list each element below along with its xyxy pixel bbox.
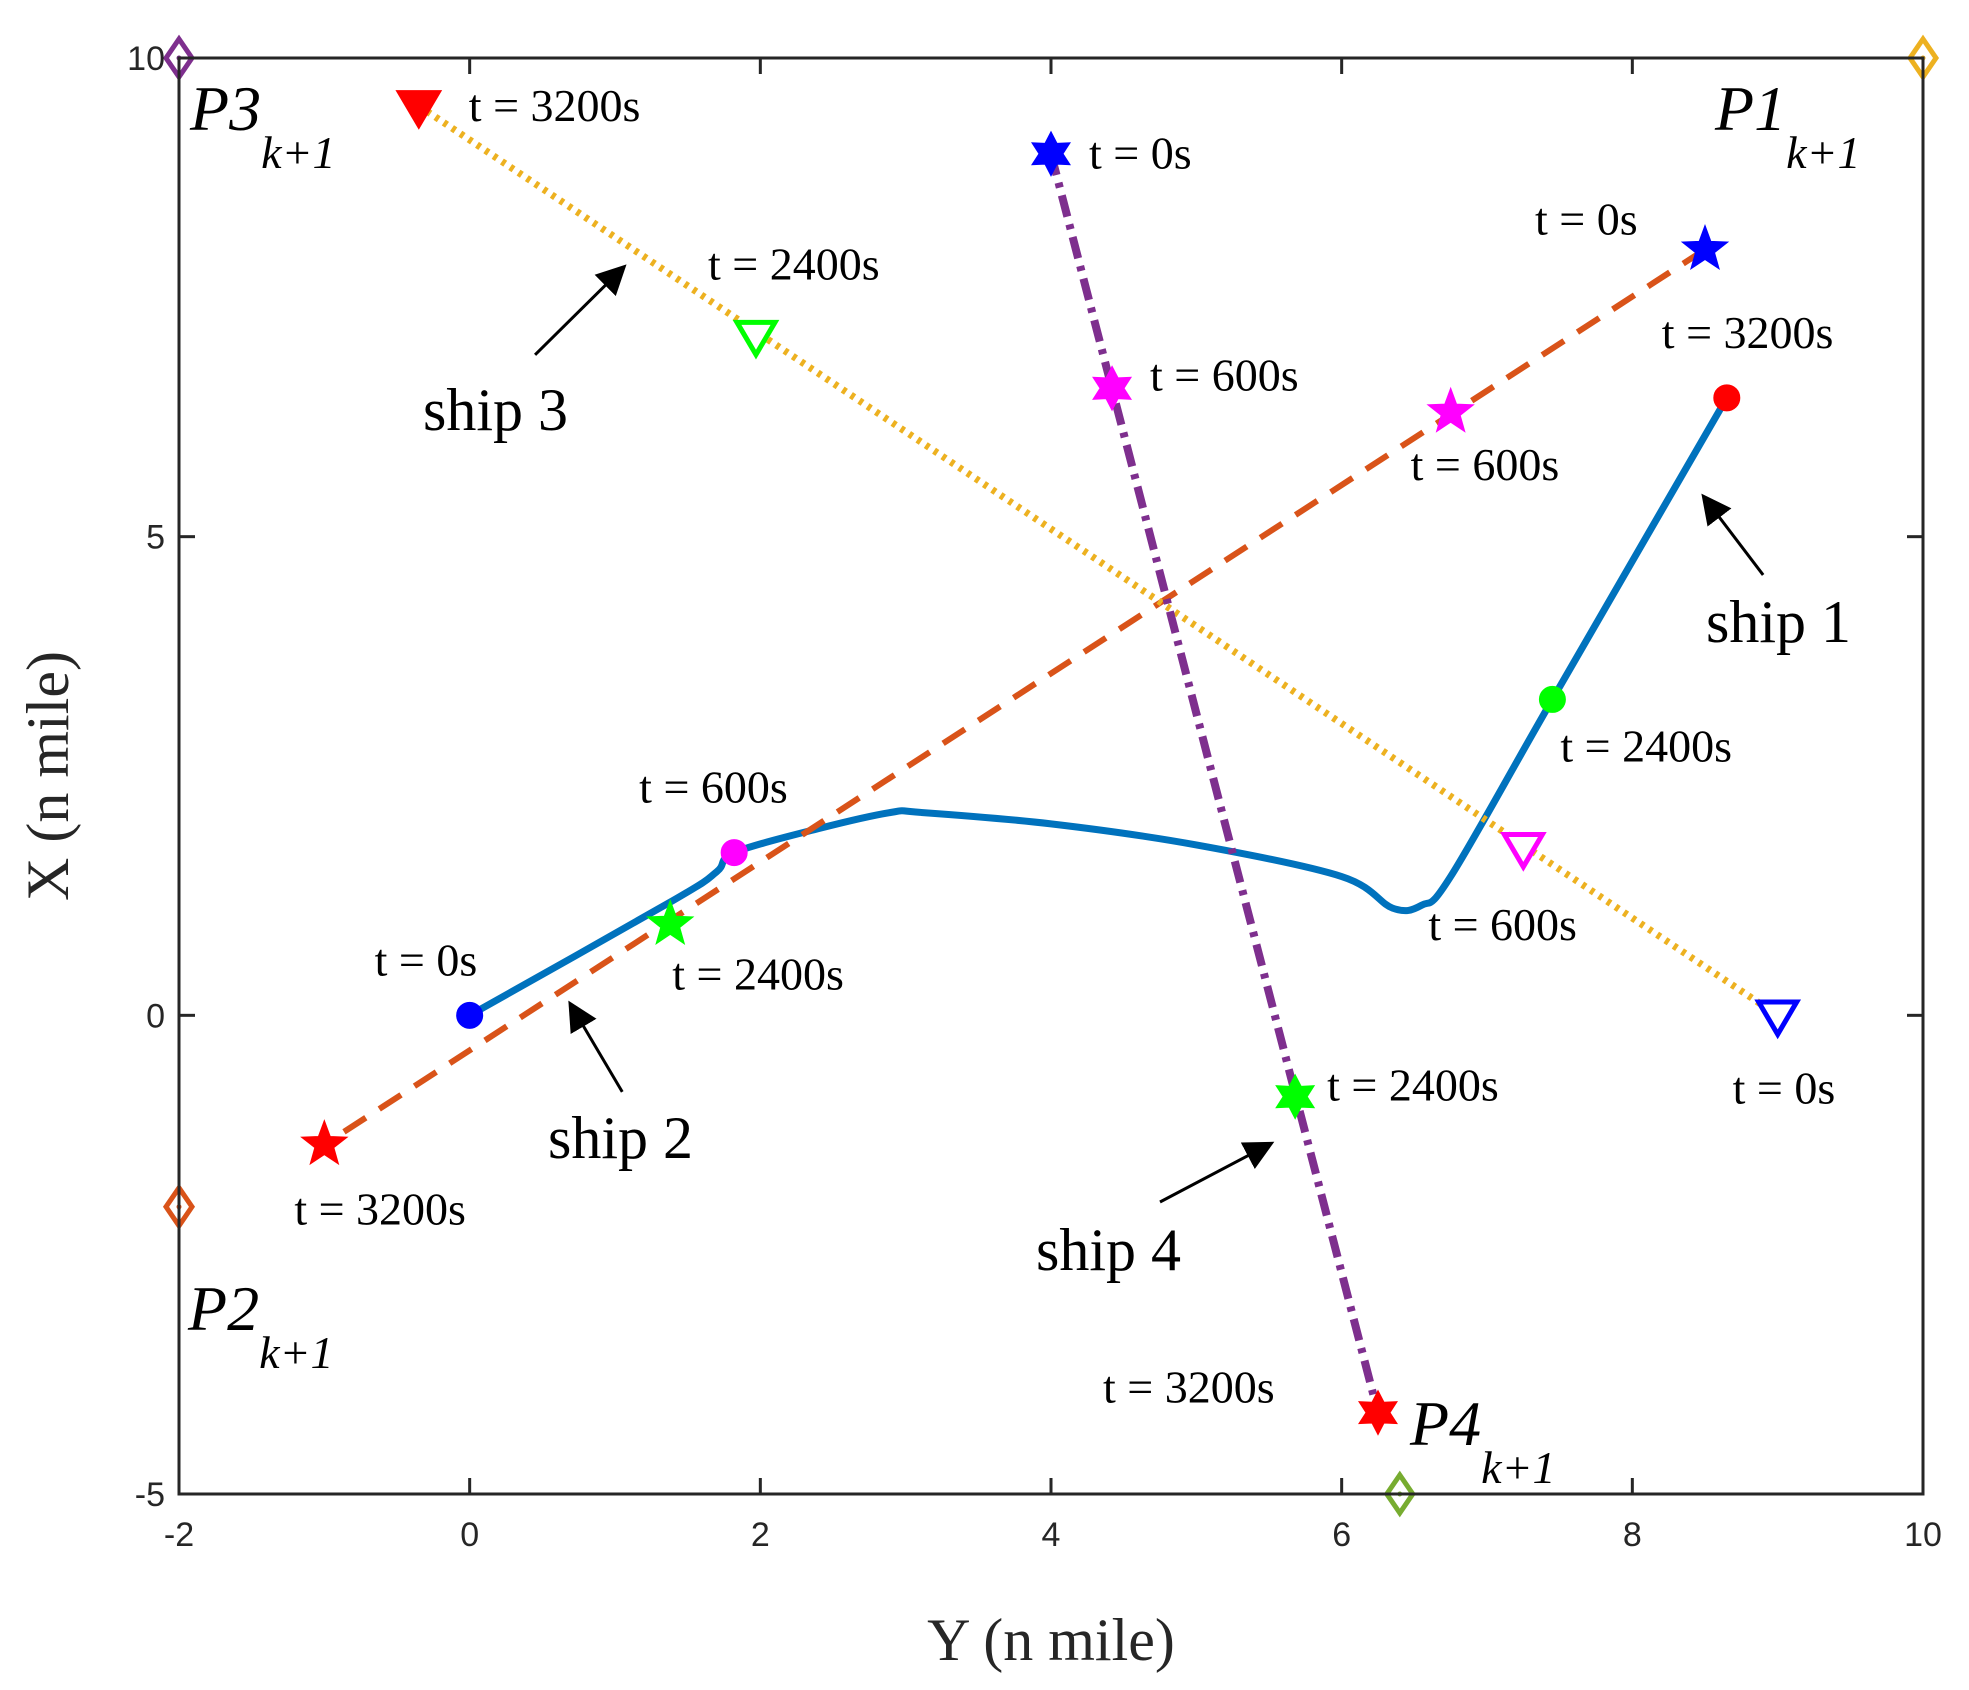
s4-t0-marker [1031, 130, 1071, 177]
x-tick-label: 0 [460, 1516, 479, 1554]
s4-t600-time-label: t = 600s [1150, 349, 1299, 400]
ship2-arrow [568, 1000, 624, 1093]
s4-t3200-marker [1358, 1389, 1398, 1436]
ship-3-trajectory [416, 102, 1780, 1019]
ship-annotations: ship 1 ship 2 ship 3 ship 4 [423, 264, 1851, 1283]
s3-t3200-time-label: t = 3200s [469, 80, 641, 131]
ship3-arrow [534, 264, 627, 356]
s1-t3200-time-label: t = 3200s [1662, 307, 1834, 358]
y-tick-label: 5 [146, 519, 165, 557]
s1-t0-time-label: t = 0s [375, 934, 478, 985]
P2-waypoint-label: P2k+1 [187, 1273, 334, 1378]
ship-4-trajectory [1047, 152, 1382, 1414]
s2-t2400-time-label: t = 2400s [672, 948, 844, 999]
s4-t2400-time-label: t = 2400s [1327, 1060, 1499, 1111]
s1-t2400-time-label: t = 2400s [1560, 720, 1732, 771]
s1-t600-marker [720, 839, 748, 867]
y-axis-label: X (n mile) [15, 651, 81, 901]
s2-t0-marker [1680, 224, 1730, 271]
ship1-label: ship 1 [1706, 589, 1851, 655]
y-tick-label: 0 [146, 997, 165, 1035]
x-tick-label: 4 [1042, 1516, 1061, 1554]
ship4-label: ship 4 [1036, 1217, 1181, 1283]
ship-2-trajectory [322, 246, 1707, 1148]
P3-waypoint-label: P3k+1 [189, 73, 336, 178]
ship3-label: ship 3 [423, 377, 568, 443]
x-tick-label: 10 [1904, 1516, 1942, 1554]
s2-t0-time-label: t = 0s [1535, 193, 1638, 244]
P1-waypoint-label: P1k+1 [1714, 73, 1861, 178]
s4-t600-marker [1092, 365, 1133, 412]
ship4-arrow [1159, 1141, 1275, 1204]
s4-t3200-time-label: t = 3200s [1103, 1362, 1275, 1413]
s1-t0-marker [456, 1001, 484, 1029]
s3-t3200-marker [395, 90, 443, 130]
y-tick-label: -5 [135, 1476, 165, 1514]
time-markers [300, 90, 1802, 1436]
s3-t2400-time-label: t = 2400s [708, 239, 880, 290]
s3-t2400-marker [732, 319, 780, 360]
s1-t3200-marker [1713, 384, 1741, 412]
x-tick-label: -2 [164, 1516, 194, 1554]
s3-t0-time-label: t = 0s [1733, 1062, 1836, 1113]
s2-t600-marker [1426, 386, 1475, 433]
y-tick-label: 10 [127, 40, 165, 78]
s4-t0-time-label: t = 0s [1089, 128, 1192, 179]
s1-t2400-marker [1538, 685, 1566, 713]
marker-labels: t = 0s t = 600s t = 2400s t = 3200s t = 0s t … [187, 73, 1861, 1493]
s4-t2400-marker [1275, 1073, 1316, 1120]
x-tick-label: 6 [1332, 1516, 1351, 1554]
s1-t600-time-label: t = 600s [639, 762, 788, 813]
s2-t600-time-label: t = 600s [1411, 439, 1560, 490]
P4-waypoint-label: P4k+1 [1409, 1388, 1556, 1493]
s3-t0-marker [1754, 999, 1802, 1040]
series-lines [322, 102, 1780, 1414]
x-tick-label: 8 [1623, 1516, 1642, 1554]
s3-t600-marker [1499, 832, 1547, 872]
s2-t3200-marker [300, 1119, 349, 1166]
ship1-arrow [1701, 493, 1765, 576]
s2-t2400-marker [646, 898, 695, 945]
x-axis-label: Y (n mile) [927, 1607, 1175, 1673]
ship2-label: ship 2 [548, 1105, 693, 1171]
x-tick-label: 2 [751, 1516, 770, 1554]
axes: -2 0 2 4 6 8 10 -5 0 5 10 [127, 40, 1942, 1554]
s3-t600-time-label: t = 600s [1428, 899, 1577, 950]
s2-t3200-time-label: t = 3200s [294, 1184, 466, 1235]
